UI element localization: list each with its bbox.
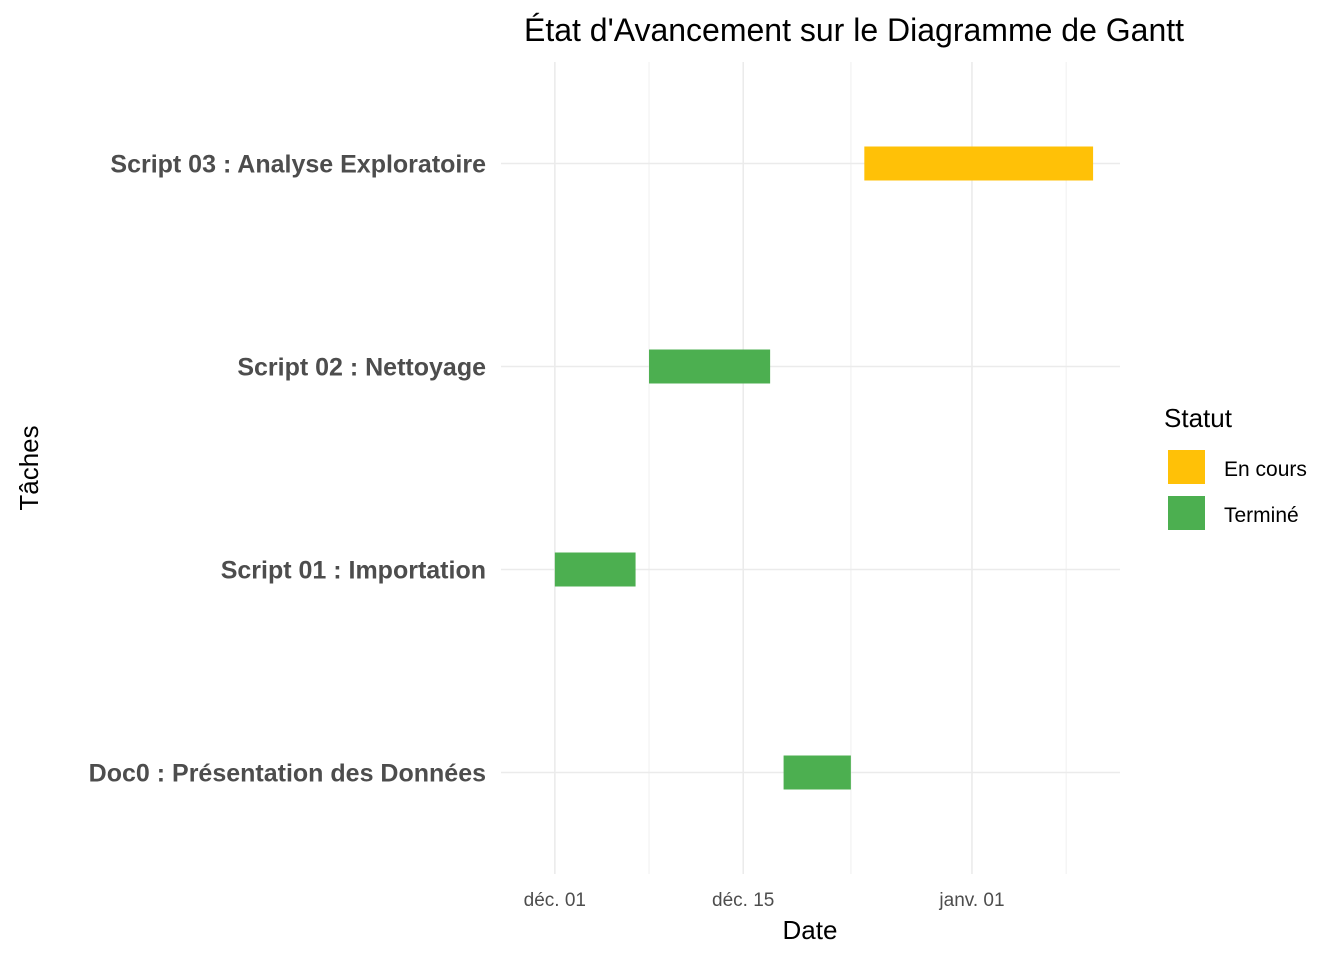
y-tick-label-2: Script 02 : Nettoyage — [237, 354, 486, 382]
legend-label-1: Terminé — [1224, 504, 1299, 527]
x-axis-title: Date — [783, 915, 838, 945]
task-bar-0 — [864, 146, 1094, 181]
legend: Statut En cours Terminé — [1164, 403, 1307, 530]
task-bars — [554, 146, 1094, 790]
legend-key-1 — [1168, 496, 1205, 530]
x-tick-label-0: déc. 01 — [524, 890, 586, 911]
minor-gridlines — [648, 62, 1067, 874]
x-tick-label-1: déc. 15 — [712, 890, 774, 911]
x-tick-labels: déc. 01 déc. 15 janv. 01 — [524, 890, 1005, 911]
major-gridlines — [501, 62, 1120, 874]
legend-title: Statut — [1164, 403, 1233, 433]
task-bar-2 — [554, 552, 636, 587]
y-tick-label-1: Script 01 : Importation — [221, 557, 486, 585]
task-bar-1 — [649, 349, 771, 384]
chart-title: État d'Avancement sur le Diagramme de Ga… — [524, 12, 1184, 48]
y-tick-label-0: Doc0 : Présentation des Données — [89, 760, 486, 788]
y-tick-labels: Doc0 : Présentation des Données Script 01… — [89, 151, 486, 788]
legend-label-0: En cours — [1224, 458, 1307, 481]
y-axis-title: Tâches — [14, 425, 44, 510]
y-tick-label-3: Script 03 : Analyse Exploratoire — [110, 151, 486, 179]
x-tick-label-2: janv. 01 — [938, 890, 1004, 911]
legend-key-0 — [1168, 450, 1205, 484]
task-bar-3 — [783, 755, 851, 790]
